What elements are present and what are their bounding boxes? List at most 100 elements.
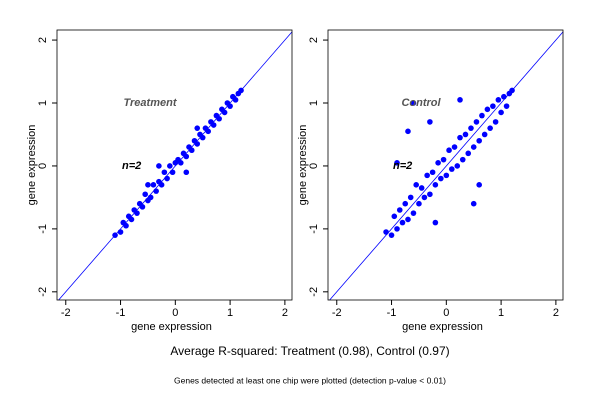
caption: Average R-squared: Treatment (0.98), Con… [170, 344, 449, 358]
point [210, 122, 217, 128]
x-tick-label: 2 [282, 307, 288, 319]
point [402, 200, 409, 207]
x-axis-label: gene expression [131, 321, 212, 333]
point [440, 156, 447, 163]
point [429, 169, 436, 176]
y-tick-label: -1 [308, 224, 320, 234]
x-tick-label: 0 [172, 307, 178, 319]
point [167, 163, 173, 169]
x-tick-label: 2 [553, 307, 559, 319]
point [216, 115, 222, 122]
panel-title: Treatment [124, 97, 178, 109]
point [169, 169, 176, 176]
point [405, 128, 411, 135]
point [147, 194, 154, 201]
x-tick-label: -2 [61, 307, 71, 319]
point [383, 229, 389, 235]
x-tick-label: -1 [387, 307, 397, 319]
point [484, 106, 491, 113]
point [435, 159, 441, 166]
point [465, 150, 472, 157]
point [424, 172, 430, 179]
identity-line [58, 31, 293, 301]
point [221, 109, 228, 116]
point [438, 175, 444, 182]
point [432, 219, 439, 226]
point [164, 175, 170, 182]
point [156, 163, 162, 169]
point [405, 216, 411, 223]
y-tick-label: 0 [37, 163, 49, 169]
y-tick-label: 2 [308, 37, 320, 43]
y-tick-label: -2 [37, 287, 49, 297]
plot-frame [56, 29, 293, 301]
point [503, 103, 510, 109]
point [391, 213, 398, 220]
point [183, 169, 190, 176]
point [470, 144, 477, 150]
point [454, 163, 461, 169]
x-tick-label: -2 [332, 307, 342, 319]
point [194, 125, 201, 131]
point [476, 137, 482, 144]
point [448, 166, 455, 172]
y-tick-label: 0 [308, 163, 320, 169]
identity-line [329, 31, 564, 301]
point [399, 219, 406, 226]
point [416, 200, 422, 207]
y-tick-label: -2 [308, 287, 320, 297]
point [418, 185, 425, 191]
x-tick-label: -1 [116, 307, 126, 319]
plot-frame [327, 29, 564, 301]
point [468, 125, 474, 131]
point [123, 222, 129, 229]
point [145, 182, 151, 188]
point [410, 210, 417, 216]
point [396, 207, 403, 213]
point [432, 182, 439, 188]
x-tick-label: 1 [498, 307, 504, 319]
point [177, 159, 184, 166]
point [459, 156, 466, 163]
point [457, 97, 463, 103]
point [498, 109, 504, 116]
point [501, 93, 507, 100]
point [481, 131, 488, 138]
point [443, 172, 450, 179]
footnote: Genes detected at least one chip were pl… [174, 375, 446, 385]
point [194, 141, 201, 147]
point [495, 97, 502, 103]
point [421, 194, 428, 201]
point [407, 194, 414, 201]
y-axis-label: gene expression [26, 125, 38, 206]
point [128, 216, 135, 223]
point [470, 200, 477, 207]
point [158, 182, 165, 188]
point [427, 191, 433, 198]
y-tick-label: 1 [308, 100, 320, 106]
point [413, 182, 419, 188]
point [451, 144, 458, 150]
point [410, 100, 417, 106]
point [479, 112, 485, 119]
point [161, 169, 168, 176]
point [427, 119, 433, 125]
point [476, 182, 482, 188]
point [227, 103, 233, 109]
point [462, 131, 469, 138]
point [150, 182, 157, 188]
point [188, 147, 195, 154]
point [457, 134, 463, 141]
panel-title: Control [401, 97, 441, 109]
x-tick-label: 0 [443, 307, 449, 319]
point [388, 232, 395, 238]
y-tick-label: -1 [37, 224, 49, 234]
point [394, 159, 400, 166]
point [232, 97, 239, 103]
point [487, 125, 493, 131]
point [183, 153, 190, 160]
point [199, 134, 206, 141]
point [490, 103, 496, 109]
point [394, 226, 400, 232]
